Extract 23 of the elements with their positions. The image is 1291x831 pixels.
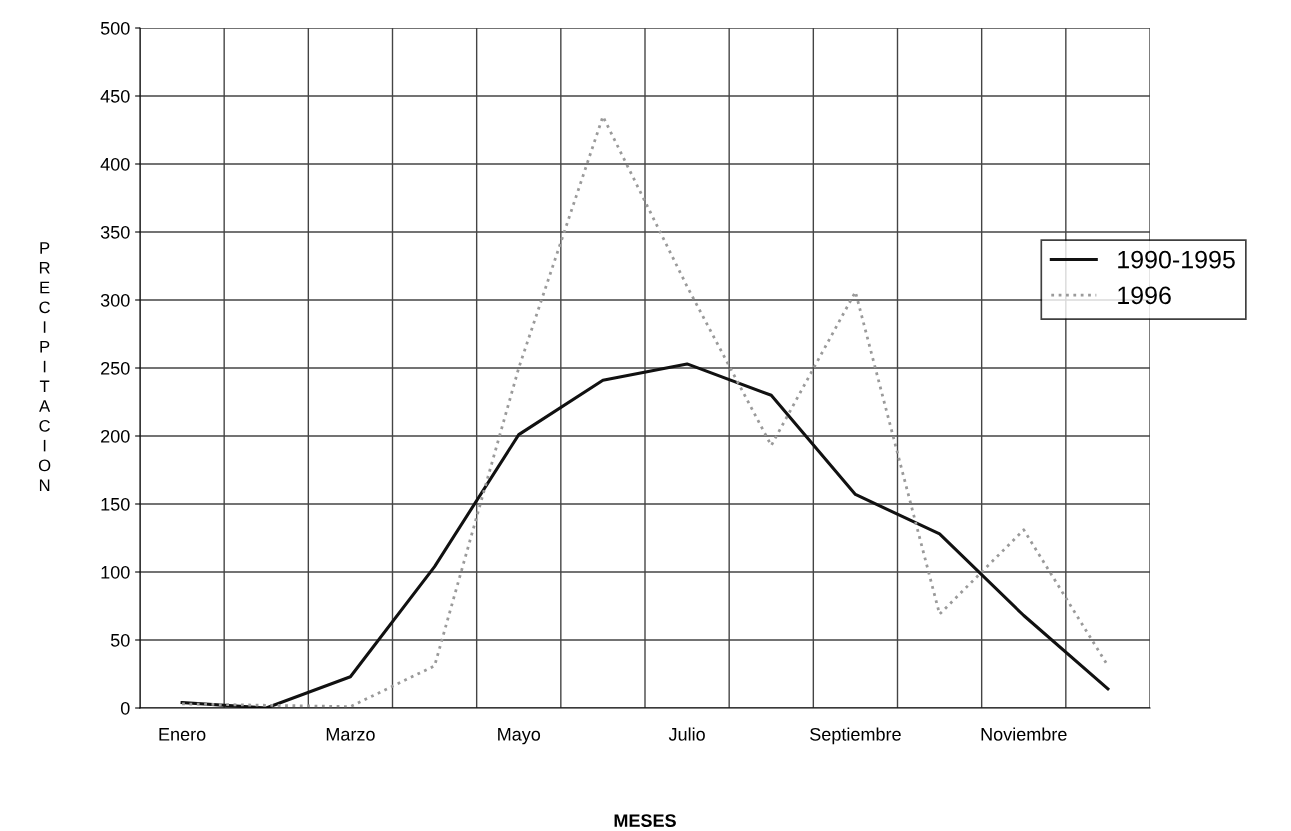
- x-axis-title: MESES: [614, 814, 676, 827]
- y-tick-label: 250: [101, 361, 130, 375]
- x-tick-label: Noviembre: [981, 727, 1067, 741]
- line-series: [180, 362, 1110, 708]
- x-tick-label: Mayo: [498, 728, 541, 745]
- x-tick-label: Julio: [668, 727, 705, 741]
- y-tick-label: 0: [120, 701, 130, 715]
- y-tick-label: 50: [110, 633, 130, 647]
- y-tick-label: 100: [101, 565, 130, 579]
- y-tick-label: 200: [101, 429, 130, 443]
- y-tick-label: 350: [100, 225, 130, 239]
- y-tick-label: 450: [100, 89, 130, 103]
- x-tick-label: Enero: [159, 728, 206, 741]
- legend-label: 1996: [1118, 286, 1171, 305]
- legend-label: 1990-1995: [1118, 250, 1235, 269]
- y-tick-label: 500: [100, 21, 130, 35]
- x-tick-label: Marzo: [326, 728, 375, 741]
- line-series: [180, 115, 1110, 708]
- y-tick-label: 400: [100, 157, 130, 171]
- x-tick-label: Septiembre: [810, 727, 901, 745]
- y-tick-label: 300: [100, 293, 130, 307]
- y-tick-label: 150: [101, 497, 130, 511]
- text: PRECIPITACION: [38, 242, 51, 491]
